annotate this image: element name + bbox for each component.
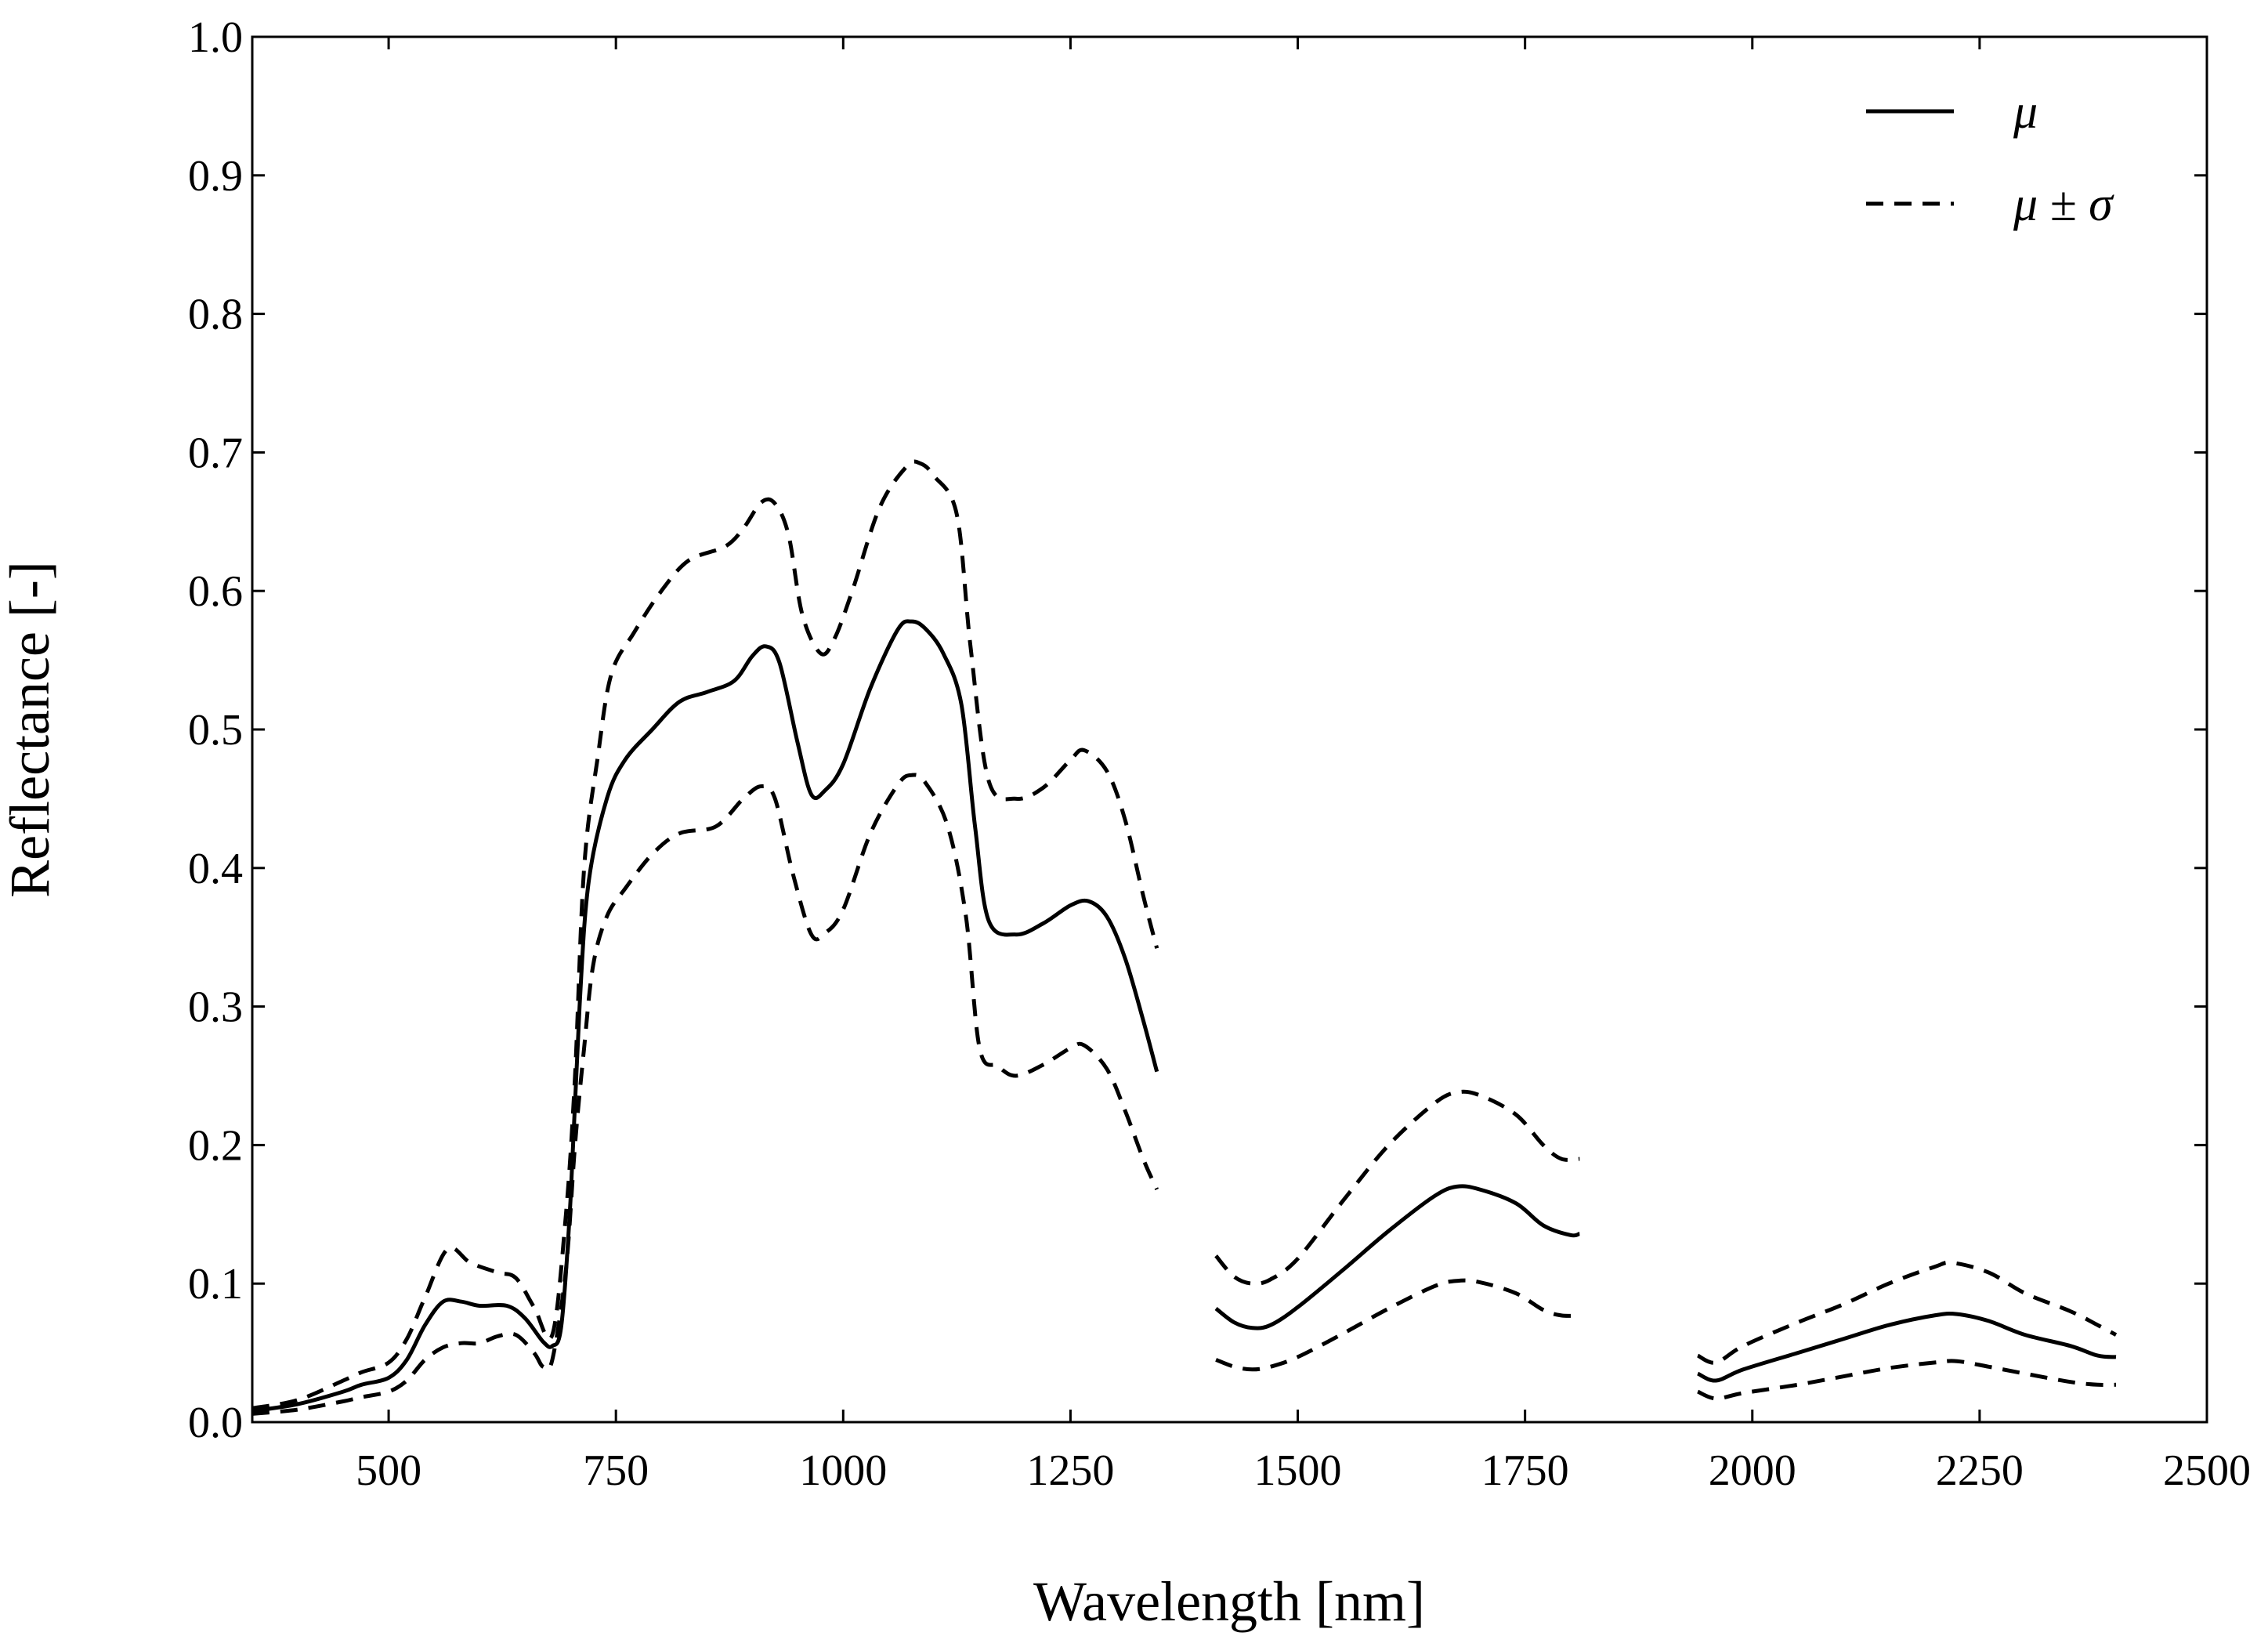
series-line-mean-plus-std-segment-1 xyxy=(251,459,1159,1410)
series-line-mean-minus-std-segment-3 xyxy=(1697,1359,2117,1401)
y-tick-label: 0.1 xyxy=(188,1260,243,1309)
x-tick-label: 1000 xyxy=(799,1446,887,1495)
x-tick-label: 2250 xyxy=(1936,1446,2024,1495)
x-tick-label: 750 xyxy=(583,1446,649,1495)
series-line-mean-plus-std-segment-2 xyxy=(1214,1089,1580,1286)
x-tick-label: 500 xyxy=(356,1446,421,1495)
y-tick-label: 0.9 xyxy=(188,152,243,201)
series-line-mean-segment-1 xyxy=(251,619,1159,1414)
y-axis: 0.0 0.1 0.2 0.3 0.4 0.5 0.6 0.7 0.8 0.9 1.0 xyxy=(188,13,2207,1447)
y-axis-title: Reflectance [-] xyxy=(0,561,61,898)
legend: μ μ ± σ xyxy=(1866,85,2114,231)
series-line-mean-minus-std-segment-2 xyxy=(1215,1278,1580,1372)
x-axis-title: Wavelength [nm] xyxy=(1033,1570,1425,1633)
y-tick-label: 0.2 xyxy=(188,1121,243,1170)
x-tick-label: 2500 xyxy=(2163,1446,2251,1495)
y-tick-label: 0.0 xyxy=(188,1399,243,1447)
y-tick-label: 0.5 xyxy=(188,706,243,755)
x-tick-label: 1250 xyxy=(1026,1446,1114,1495)
y-tick-label: 0.3 xyxy=(188,983,243,1032)
legend-label-mean: μ xyxy=(2013,85,2038,139)
series-line-mean-segment-3 xyxy=(1697,1312,2117,1383)
x-tick-label: 2000 xyxy=(1709,1446,1796,1495)
x-axis: 500 750 1000 1250 1500 1750 2000 2250 2500 xyxy=(356,37,2251,1495)
series-line-mean-plus-std-segment-3 xyxy=(1696,1260,2118,1365)
series-layer xyxy=(251,459,2118,1416)
series-line-mean-segment-2 xyxy=(1214,1184,1580,1330)
legend-label-std: μ ± σ xyxy=(2013,178,2114,231)
y-tick-label: 0.6 xyxy=(188,567,243,616)
y-tick-label: 0.7 xyxy=(188,429,243,477)
series-line-mean-minus-std-segment-1 xyxy=(251,773,1159,1416)
y-tick-label: 0.8 xyxy=(188,291,243,339)
x-tick-label: 1500 xyxy=(1254,1446,1342,1495)
y-tick-label: 1.0 xyxy=(188,13,243,62)
y-tick-label: 0.4 xyxy=(188,845,243,893)
x-tick-label: 1750 xyxy=(1481,1446,1569,1495)
